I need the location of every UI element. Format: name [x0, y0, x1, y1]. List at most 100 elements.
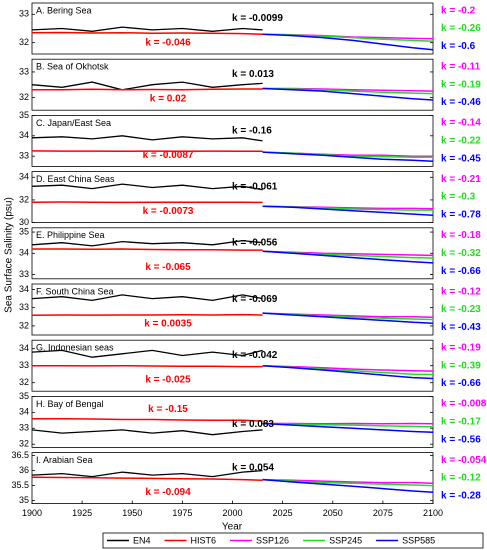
trend-label: k = -0.26: [441, 23, 481, 34]
series-line: [262, 205, 434, 216]
y-tick-label: 32: [19, 37, 29, 47]
trend-label: k = -0.12: [441, 473, 481, 484]
series-line: [31, 294, 263, 302]
y-tick-label: 35: [19, 495, 29, 505]
series-line: [31, 476, 263, 481]
trend-label: k = -0.16: [232, 125, 272, 136]
series-line: [32, 417, 263, 422]
trend-label: k = -0.008: [441, 399, 487, 410]
x-tick-label: 2000: [222, 508, 242, 518]
panel-frame: [31, 395, 434, 448]
trend-label: k = -0.43: [441, 322, 481, 333]
trend-label: k = -0.15: [148, 404, 188, 415]
y-tick-label: 35: [19, 226, 29, 236]
y-tick-label: 33: [19, 9, 29, 19]
legend-label: SSP126: [256, 535, 289, 545]
y-tick-label: 33: [19, 360, 29, 370]
x-tick-label: 2025: [273, 508, 293, 518]
series-line: [262, 87, 434, 95]
trend-label: k = -0.094: [145, 487, 191, 498]
trend-label: k = -0.042: [232, 350, 278, 361]
series-line: [262, 87, 434, 101]
series-line: [262, 33, 434, 51]
x-tick-label: 2100: [423, 508, 443, 518]
trend-label: k = -0.069: [232, 294, 278, 305]
y-tick-label: 34: [19, 284, 29, 294]
series-line: [262, 312, 434, 324]
panel-title: A. Bering Sea: [36, 5, 92, 15]
panel-frame: [31, 283, 434, 336]
trend-label: k = -0.0099: [232, 13, 283, 24]
x-tick-label: 2075: [373, 508, 393, 518]
trend-label: k = -0.28: [441, 491, 481, 502]
x-axis-label: Year: [222, 522, 243, 533]
y-tick-label: 32: [19, 194, 29, 204]
series-line: [31, 349, 263, 358]
y-tick-label: 33: [19, 269, 29, 279]
panel-title: F. South China Sea: [36, 286, 114, 296]
series-line: [31, 31, 263, 35]
trend-label: k = -0.6: [441, 41, 476, 52]
series-line: [262, 422, 434, 434]
trend-label: k = 0.02: [150, 94, 187, 105]
y-tick-label: 33: [19, 302, 29, 312]
y-tick-label: 32: [19, 92, 29, 102]
series-line: [32, 88, 263, 91]
y-tick-label: 32: [19, 377, 29, 387]
trend-label: k = -0.78: [441, 210, 481, 221]
y-tick-label: 34: [19, 407, 29, 417]
y-tick-label: 32: [19, 439, 29, 449]
y-axis-label: Sea Surface Salinity (psu): [4, 197, 15, 313]
trend-label: k = -0.11: [441, 61, 481, 72]
legend-label: SSP585: [402, 535, 435, 545]
x-tick-label: 1925: [72, 508, 92, 518]
series-line: [32, 364, 263, 368]
series-line: [262, 364, 434, 372]
series-line: [31, 135, 263, 142]
y-tick-label: 33: [19, 66, 29, 76]
trend-label: k = -0.21: [441, 174, 481, 185]
trend-label: k = -0.19: [441, 342, 481, 353]
trend-label: k = 0.083: [232, 419, 274, 430]
trend-label: k = 0.013: [232, 69, 274, 80]
legend-box: [102, 532, 484, 549]
trend-label: k = -0.66: [441, 266, 481, 277]
y-tick-label: 34: [19, 343, 29, 353]
trend-label: k = -0.054: [441, 455, 487, 466]
x-tick-label: 1975: [172, 508, 192, 518]
y-tick-label: 35: [19, 391, 29, 401]
trend-label: k = -0.025: [145, 375, 191, 386]
panel-title: B. Sea of Okhotsk: [36, 62, 109, 72]
panel-frame: [31, 171, 434, 224]
y-tick-label: 34: [19, 248, 29, 258]
trend-label: k = -0.56: [441, 434, 481, 445]
series-line: [262, 151, 434, 163]
panel-title: H. Bay of Bengal: [36, 399, 104, 409]
trend-label: k = -0.32: [441, 248, 481, 259]
trend-label: k = -0.061: [232, 182, 278, 193]
series-line: [32, 248, 263, 251]
series-line: [262, 422, 434, 428]
legend-label: EN4: [133, 535, 151, 545]
series-line: [31, 26, 263, 32]
trend-label: k = -0.39: [441, 360, 481, 371]
trend-label: k = -0.12: [441, 286, 481, 297]
trend-label: k = -0.22: [441, 136, 481, 147]
legend-label: HIST6: [191, 535, 217, 545]
series-line: [262, 250, 434, 264]
panel-title: E. Philippine Sea: [36, 230, 105, 240]
panel-title: G. Indonesian seas: [36, 343, 114, 353]
y-tick-label: 34: [19, 130, 29, 140]
panel-title: C. Japan/East Sea: [36, 118, 111, 128]
series-line: [31, 183, 263, 191]
trend-label: k = -0.17: [441, 417, 481, 428]
x-tick-label: 1950: [122, 508, 142, 518]
y-tick-label: 33: [19, 423, 29, 433]
trend-label: k = 0.054: [232, 463, 274, 474]
y-tick-label: 30: [19, 217, 29, 227]
panel-frame: [31, 115, 434, 167]
series-line: [262, 364, 434, 380]
series-line: [31, 313, 263, 317]
series-line: [31, 239, 263, 247]
